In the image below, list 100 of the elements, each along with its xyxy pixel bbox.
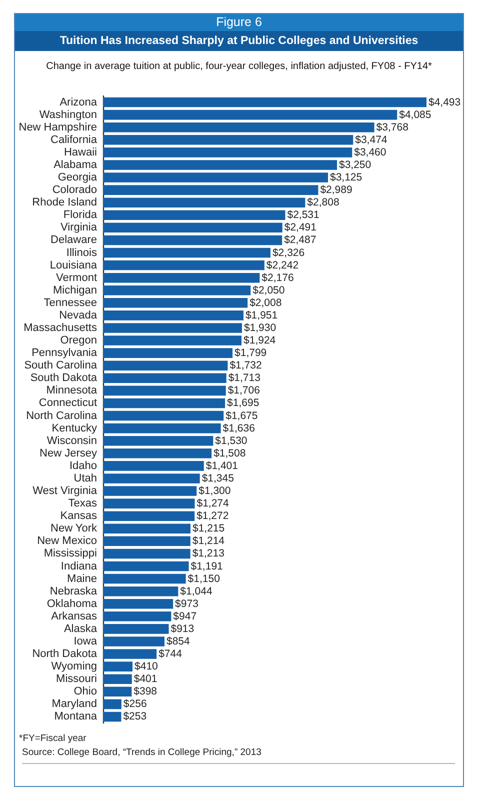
data-label: $3,460: [354, 146, 386, 158]
data-label: $410: [134, 660, 158, 673]
y-tick-label: Colorado: [52, 184, 97, 196]
y-tick-label: Louisiana: [50, 259, 98, 272]
bar: [103, 148, 352, 158]
y-tick-label: Connecticut: [38, 397, 97, 410]
data-label: $2,242: [266, 259, 299, 272]
y-tick-label: North Carolina: [26, 410, 98, 422]
data-label: $398: [134, 686, 158, 698]
data-label: $2,989: [320, 184, 352, 196]
y-tick-label: Pennsylvania: [32, 347, 98, 360]
y-tick-label: Hawaii: [64, 146, 97, 158]
chart-title: Tuition Has Increased Sharply at Public Colleges and Universities: [15, 31, 463, 51]
y-tick-label: Missouri: [56, 673, 97, 686]
data-label: $854: [166, 635, 190, 648]
data-label: $1,215: [192, 522, 225, 535]
y-tick-label: West Virginia: [32, 485, 98, 498]
y-tick-label: Rhode Island: [32, 196, 97, 209]
bar: [103, 436, 214, 446]
data-label: $1,930: [244, 322, 276, 334]
data-label: $401: [134, 673, 158, 686]
data-label: $2,808: [307, 196, 340, 209]
bar: [103, 272, 260, 283]
bar: [103, 586, 178, 596]
y-tick-label: Arizona: [60, 96, 98, 108]
bar: [103, 298, 248, 308]
data-label: $1,924: [244, 334, 276, 347]
bar: [103, 310, 244, 320]
text: *FY=Fiscal year: [19, 732, 88, 746]
data-label: $744: [158, 648, 182, 660]
y-tick-label: Mississippi: [44, 548, 97, 560]
y-tick-label: Tennessee: [44, 296, 97, 309]
data-label: $1,401: [206, 460, 238, 472]
y-tick-label: Oregon: [60, 334, 97, 347]
bar: [103, 612, 172, 622]
data-label: $1,706: [228, 384, 260, 397]
bar: [103, 486, 197, 496]
bar: [103, 285, 251, 296]
bar: [103, 373, 226, 384]
bar: [103, 210, 286, 220]
y-tick-label: Florida: [63, 209, 98, 222]
bar: [103, 636, 164, 646]
chart-subtitle: Change in average tuition at public, four-year colleges, inflation adjusted, FY08 - FY14*: [45, 60, 433, 74]
source-note: Source: College Board, “Trends in College Pricing,” 2013: [21, 746, 262, 760]
y-tick-label: Nebraska: [50, 585, 98, 598]
bar: [103, 323, 242, 333]
data-label: $947: [173, 610, 197, 622]
bar: [103, 624, 169, 634]
y-tick-label: Oklahoma: [46, 598, 98, 610]
data-label: $2,050: [252, 284, 285, 296]
bar: [103, 474, 200, 484]
bar: [103, 524, 190, 534]
y-tick-label: Michigan: [52, 284, 97, 296]
y-tick-label: Maine: [67, 572, 97, 585]
data-label: $2,176: [262, 272, 294, 284]
y-tick-label: Delaware: [50, 234, 97, 246]
y-tick-label: Vermont: [56, 272, 97, 284]
y-tick-label: Arkansas: [51, 610, 98, 622]
data-label: $4,085: [399, 108, 432, 121]
data-label: $1,191: [190, 560, 224, 572]
y-tick-label: Georgia: [58, 172, 98, 184]
y-tick-label: North Dakota: [32, 648, 98, 660]
data-label: $1,044: [180, 585, 212, 598]
bar: [103, 686, 132, 697]
y-tick-label: Idaho: [69, 460, 97, 472]
y-tick-label: Wisconsin: [46, 434, 97, 447]
caption: Figure 6: [15, 14, 463, 31]
bar: [103, 235, 282, 246]
y-tick-label: Alabama: [54, 158, 98, 171]
bar: [103, 598, 174, 609]
data-label: $256: [123, 698, 147, 710]
data-label: $1,272: [196, 510, 229, 522]
y-tick-label: Kentucky: [52, 422, 98, 434]
bar: [103, 348, 233, 358]
bar: [103, 135, 354, 145]
data-label: $3,250: [339, 158, 372, 171]
data-label: $253: [123, 710, 147, 723]
bar: [103, 260, 264, 270]
bar: [103, 360, 228, 370]
data-label: $4,493: [428, 96, 461, 108]
y-tick-label: Washington: [39, 108, 97, 121]
y-tick-label: New Jersey: [40, 447, 98, 460]
bar: [103, 699, 122, 710]
y-tick-label: Ohio: [74, 686, 97, 698]
y-tick-label: Utah: [74, 472, 97, 484]
bar: [103, 548, 190, 559]
y-tick-label: Illinois: [66, 246, 98, 259]
y-tick-label: Wyoming: [51, 660, 97, 673]
bar: [103, 198, 306, 208]
y-tick-label: Maryland: [52, 698, 97, 710]
data-label: $1,150: [188, 572, 220, 585]
y-tick-label: South Dakota: [30, 372, 98, 384]
bar: [103, 712, 122, 722]
data-label: $1,274: [196, 498, 230, 510]
bar: [103, 336, 242, 346]
y-tick-label: Montana: [54, 710, 98, 723]
y-tick-label: Alaska: [64, 622, 98, 635]
y-tick-label: New Hampshire: [18, 121, 97, 134]
data-label: $1,636: [222, 422, 256, 434]
y-tick-label: Nevada: [59, 309, 98, 322]
